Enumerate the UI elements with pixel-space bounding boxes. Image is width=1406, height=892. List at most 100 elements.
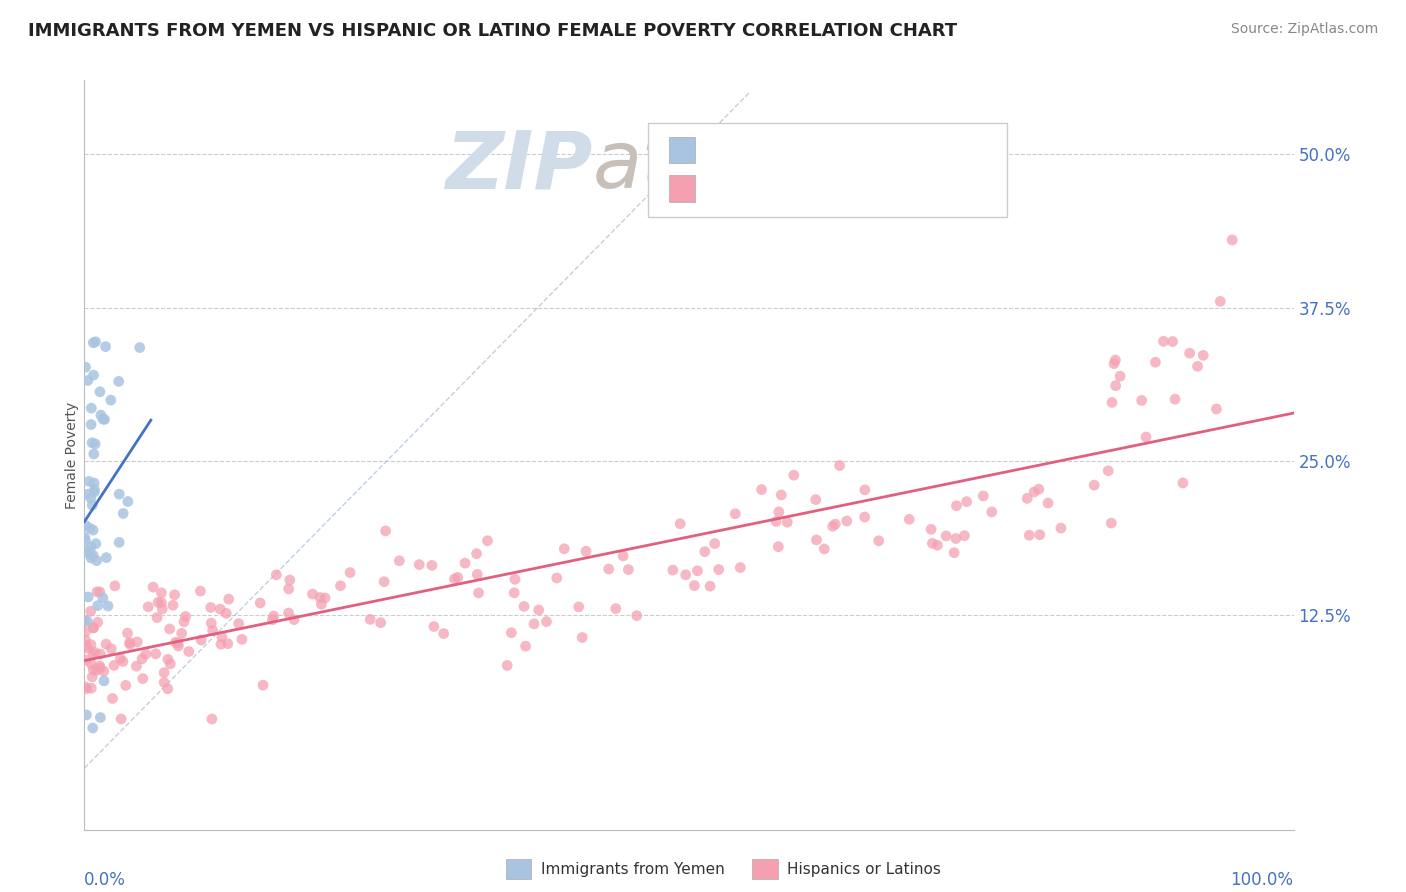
Point	[1205, 402, 1227, 417]
Point	[79, 604, 101, 618]
Point	[89, 661, 111, 675]
Point	[82, 621, 104, 635]
Point	[82, 548, 104, 562]
Text: 0.0%: 0.0%	[84, 871, 127, 888]
Point	[943, 546, 966, 560]
Point	[329, 579, 352, 593]
Point	[209, 637, 232, 651]
Point	[768, 505, 790, 519]
Point	[75, 639, 97, 653]
Point	[553, 541, 575, 556]
Point	[82, 663, 104, 677]
Point	[201, 624, 224, 638]
Point	[443, 572, 465, 586]
Point	[824, 517, 846, 532]
Text: N =: N =	[824, 179, 863, 197]
Point	[167, 636, 190, 650]
Point	[209, 602, 232, 616]
Point	[211, 630, 233, 644]
Point	[75, 533, 97, 548]
Point	[200, 616, 222, 631]
Point	[89, 585, 111, 599]
Point	[821, 519, 844, 533]
Point	[110, 712, 132, 726]
Point	[90, 408, 112, 422]
Point	[927, 538, 949, 552]
Point	[605, 601, 627, 615]
Point	[339, 566, 361, 580]
Point	[1144, 355, 1167, 369]
Text: ZIP: ZIP	[444, 128, 592, 205]
Point	[75, 633, 97, 648]
Point	[80, 551, 103, 566]
Point	[84, 437, 107, 451]
Point	[159, 622, 181, 636]
Point	[83, 485, 105, 500]
Point	[104, 579, 127, 593]
Point	[433, 626, 456, 640]
Point	[80, 657, 103, 671]
Point	[75, 518, 97, 533]
Point	[374, 524, 396, 538]
Text: R =: R =	[709, 141, 748, 159]
Point	[153, 675, 176, 690]
Point	[87, 615, 110, 630]
Point	[84, 645, 107, 659]
Point	[75, 360, 97, 375]
Point	[177, 644, 200, 658]
Point	[103, 658, 125, 673]
Point	[945, 532, 967, 546]
Point	[93, 664, 115, 678]
Text: 0.375: 0.375	[751, 141, 807, 159]
Point	[131, 652, 153, 666]
Point	[101, 691, 124, 706]
Point	[1018, 528, 1040, 542]
Point	[617, 563, 640, 577]
Point	[465, 547, 488, 561]
Point	[91, 412, 114, 426]
Point	[1105, 378, 1128, 392]
Point	[575, 544, 598, 558]
Point	[75, 653, 97, 667]
Point	[76, 373, 98, 387]
Text: Hispanics or Latinos: Hispanics or Latinos	[787, 863, 941, 877]
Point	[83, 483, 105, 497]
Point	[170, 626, 193, 640]
Point	[898, 512, 921, 526]
Point	[370, 615, 392, 630]
Y-axis label: Female Poverty: Female Poverty	[65, 401, 79, 508]
Point	[150, 586, 173, 600]
Point	[77, 475, 100, 489]
Text: IMMIGRANTS FROM YEMEN VS HISPANIC OR LATINO FEMALE POVERTY CORRELATION CHART: IMMIGRANTS FROM YEMEN VS HISPANIC OR LAT…	[28, 22, 957, 40]
Point	[80, 435, 103, 450]
Point	[783, 468, 806, 483]
Point	[159, 657, 181, 671]
Point	[80, 681, 103, 695]
Point	[93, 412, 115, 426]
Point	[82, 523, 104, 537]
Point	[217, 637, 239, 651]
Point	[82, 498, 104, 512]
Point	[1135, 430, 1157, 444]
Point	[765, 515, 787, 529]
Point	[80, 638, 103, 652]
Point	[86, 584, 108, 599]
Point	[75, 707, 97, 722]
Point	[80, 540, 103, 554]
Point	[156, 652, 179, 666]
Point	[73, 614, 96, 628]
Point	[1028, 482, 1050, 496]
Point	[89, 647, 111, 661]
Point	[662, 563, 685, 577]
Text: 198: 198	[863, 179, 901, 197]
Point	[94, 340, 117, 354]
Point	[128, 341, 150, 355]
Point	[111, 655, 134, 669]
Point	[546, 571, 568, 585]
Text: Immigrants from Yemen: Immigrants from Yemen	[541, 863, 725, 877]
Point	[1164, 392, 1187, 407]
Point	[1083, 478, 1105, 492]
Point	[75, 624, 97, 639]
Point	[1099, 516, 1122, 530]
Point	[703, 536, 725, 550]
